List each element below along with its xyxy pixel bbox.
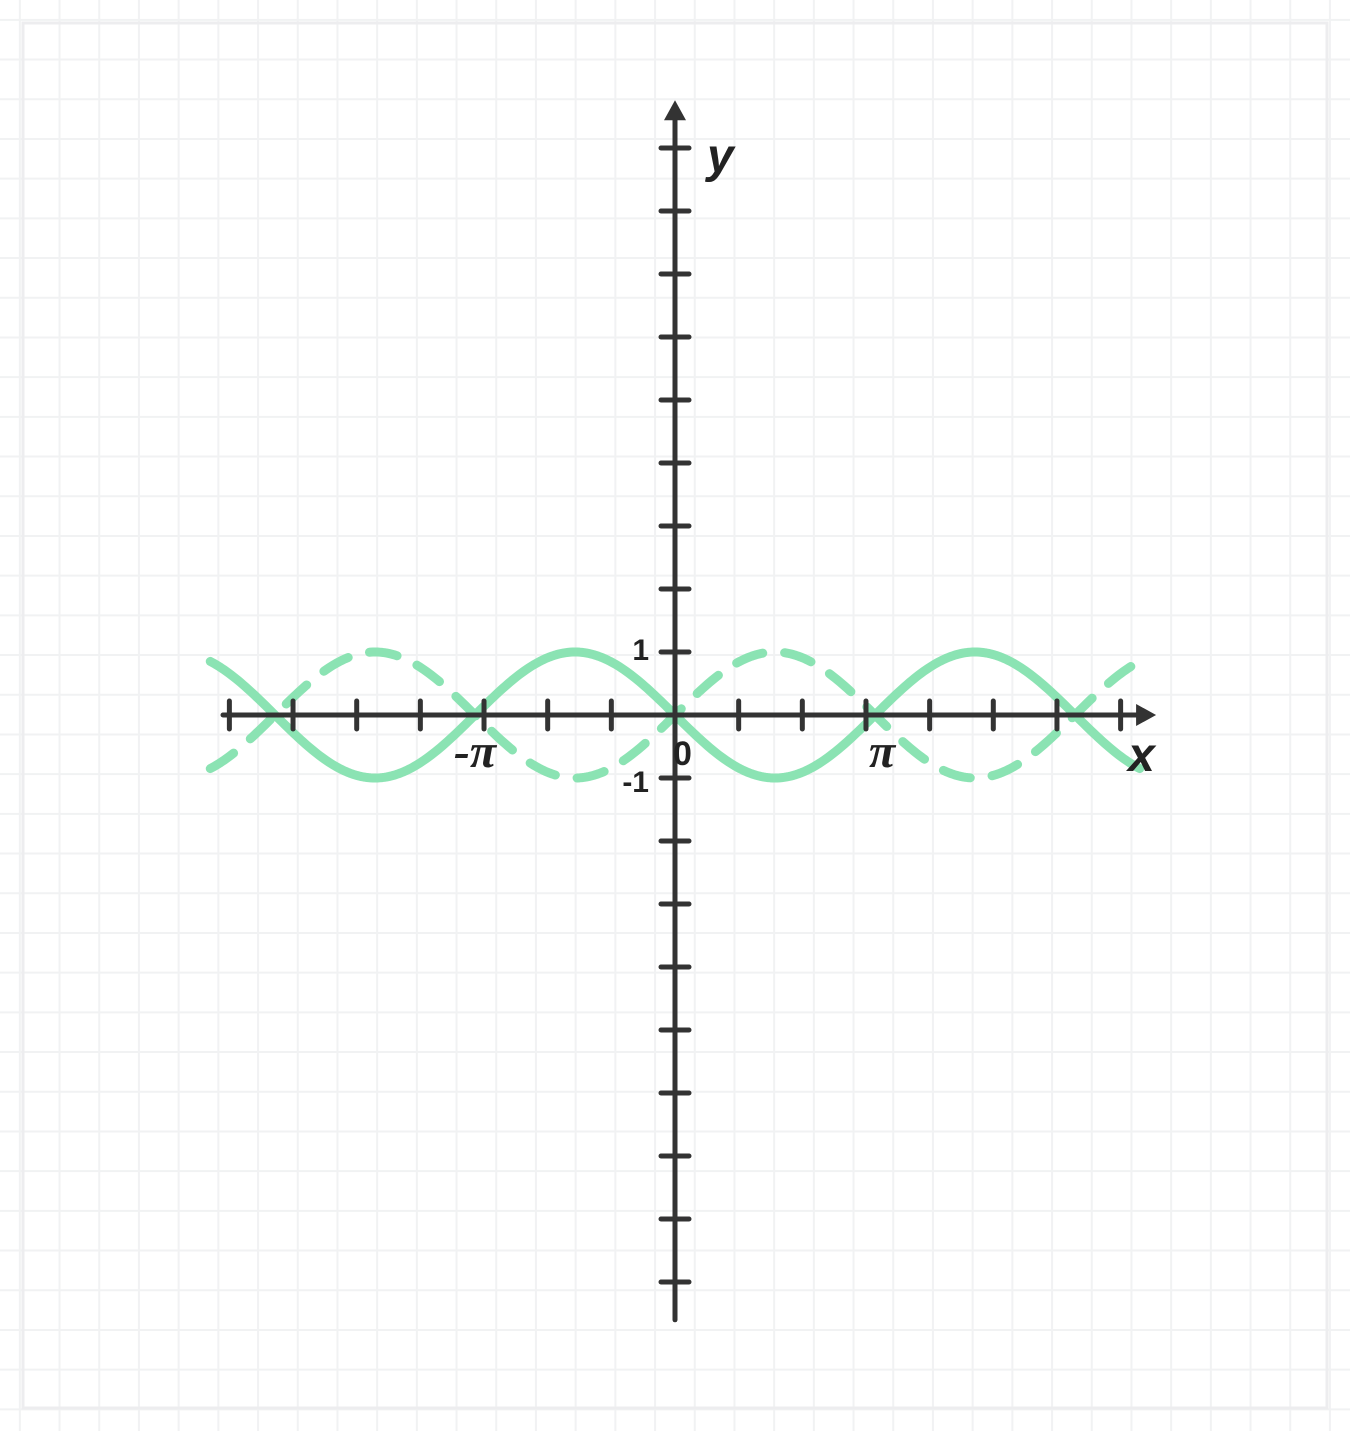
y-axis-label: y (705, 130, 736, 183)
trig-chart: y x 1 -1 -π 0 π (0, 0, 1350, 1431)
x-tick-label: 0 (673, 735, 692, 773)
y-tick-label: 1 (632, 634, 649, 667)
x-tick-label: π (869, 725, 897, 778)
y-tick-label: -1 (622, 766, 649, 799)
chart-svg: y x 1 -1 -π 0 π (0, 0, 1350, 1431)
x-axis-label: x (1125, 729, 1157, 782)
x-tick-label: -π (454, 725, 498, 778)
